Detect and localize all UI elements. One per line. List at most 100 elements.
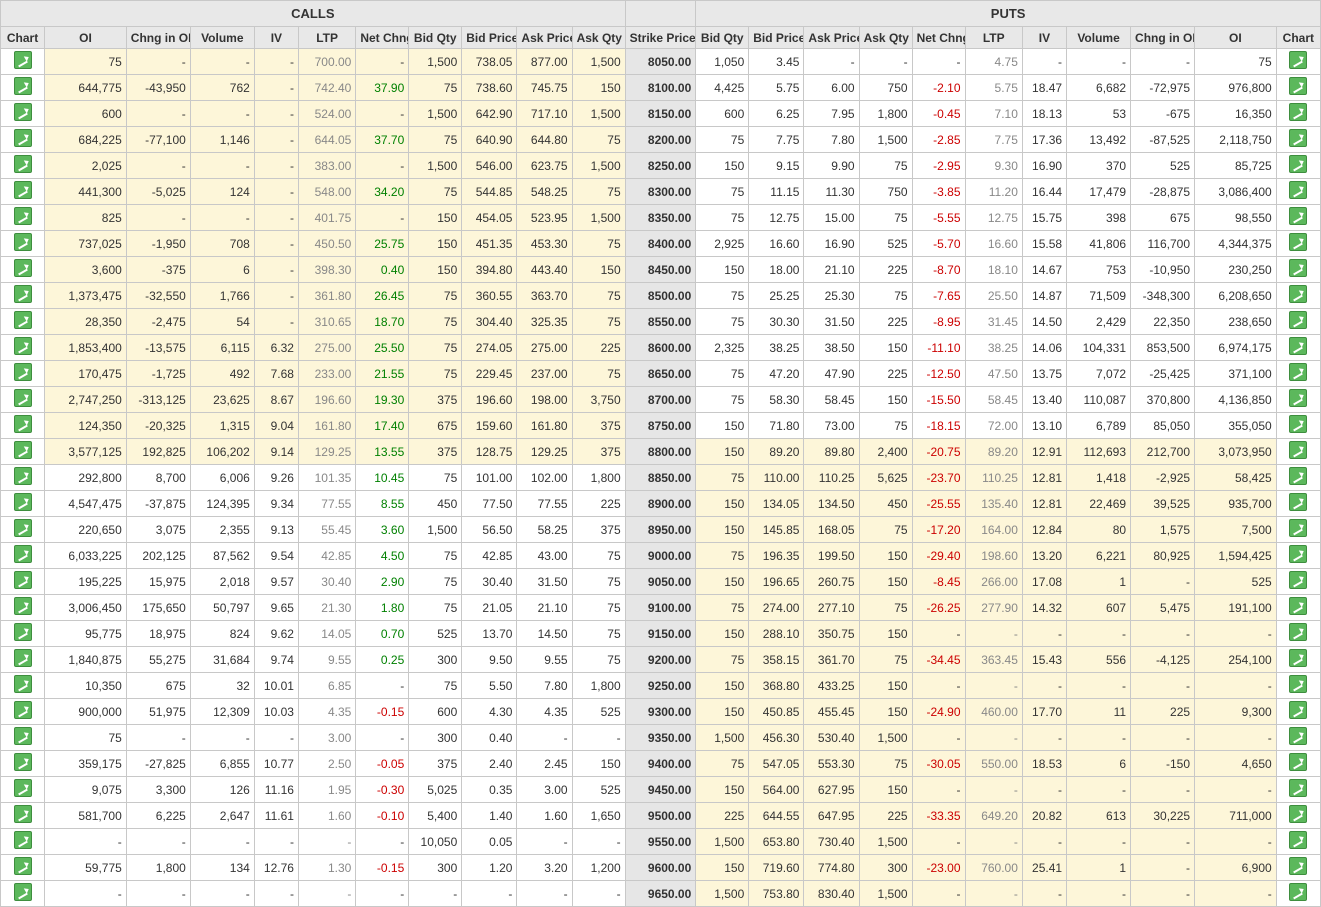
chart-cell[interactable] [1, 855, 45, 881]
col-header: OI [1195, 27, 1277, 49]
chart-cell[interactable] [1, 569, 45, 595]
chart-cell[interactable] [1, 283, 45, 309]
chart-icon [14, 727, 32, 745]
chart-cell[interactable] [1276, 881, 1320, 907]
cell: 260.75 [804, 569, 859, 595]
cell: 550.00 [965, 751, 1022, 777]
chart-cell[interactable] [1276, 309, 1320, 335]
chart-cell[interactable] [1276, 595, 1320, 621]
cell: 2,747,250 [45, 387, 127, 413]
cell: 443.40 [517, 257, 572, 283]
chart-cell[interactable] [1, 543, 45, 569]
cell: 59,775 [45, 855, 127, 881]
chart-cell[interactable] [1, 595, 45, 621]
chart-cell[interactable] [1276, 647, 1320, 673]
chart-cell[interactable] [1276, 517, 1320, 543]
cell: - [1067, 621, 1131, 647]
chart-cell[interactable] [1276, 699, 1320, 725]
cell: 2,118,750 [1195, 127, 1277, 153]
cell: - [190, 49, 254, 75]
cell: 877.00 [517, 49, 572, 75]
chart-cell[interactable] [1, 127, 45, 153]
cell: 10.77 [254, 751, 298, 777]
chart-cell[interactable] [1276, 257, 1320, 283]
chart-cell[interactable] [1276, 361, 1320, 387]
cell: 292,800 [45, 465, 127, 491]
cell: 524.00 [298, 101, 355, 127]
chart-cell[interactable] [1, 751, 45, 777]
chart-cell[interactable] [1276, 335, 1320, 361]
chart-cell[interactable] [1, 647, 45, 673]
chart-cell[interactable] [1276, 75, 1320, 101]
cell: 525 [1195, 569, 1277, 595]
chart-cell[interactable] [1, 153, 45, 179]
chart-cell[interactable] [1276, 725, 1320, 751]
chart-cell[interactable] [1, 49, 45, 75]
chart-cell[interactable] [1, 777, 45, 803]
chart-cell[interactable] [1, 75, 45, 101]
chart-cell[interactable] [1, 309, 45, 335]
chart-cell[interactable] [1276, 179, 1320, 205]
chart-cell[interactable] [1, 101, 45, 127]
cell: 12.75 [965, 205, 1022, 231]
chart-cell[interactable] [1276, 777, 1320, 803]
chart-cell[interactable] [1276, 439, 1320, 465]
chart-cell[interactable] [1, 335, 45, 361]
cell: 644.80 [517, 127, 572, 153]
strike-cell: 9250.00 [625, 673, 696, 699]
chart-cell[interactable] [1, 881, 45, 907]
chart-cell[interactable] [1, 673, 45, 699]
cell: 753 [1067, 257, 1131, 283]
chart-cell[interactable] [1, 803, 45, 829]
chart-icon [1289, 311, 1307, 329]
chart-cell[interactable] [1276, 621, 1320, 647]
cell: 375 [572, 517, 625, 543]
chart-cell[interactable] [1276, 205, 1320, 231]
cell: 613 [1067, 803, 1131, 829]
chart-cell[interactable] [1276, 231, 1320, 257]
chart-cell[interactable] [1276, 543, 1320, 569]
chart-icon [1289, 389, 1307, 407]
chart-cell[interactable] [1276, 751, 1320, 777]
chart-cell[interactable] [1276, 491, 1320, 517]
chart-cell[interactable] [1, 725, 45, 751]
cell: 75 [572, 283, 625, 309]
chart-cell[interactable] [1, 439, 45, 465]
chart-icon [14, 311, 32, 329]
chart-cell[interactable] [1, 231, 45, 257]
chart-cell[interactable] [1276, 465, 1320, 491]
strike-cell: 8500.00 [625, 283, 696, 309]
chart-cell[interactable] [1, 491, 45, 517]
chart-cell[interactable] [1, 517, 45, 543]
cell: 1,500 [572, 101, 625, 127]
chart-cell[interactable] [1276, 387, 1320, 413]
chart-cell[interactable] [1, 205, 45, 231]
chart-cell[interactable] [1, 179, 45, 205]
chart-cell[interactable] [1276, 803, 1320, 829]
chart-cell[interactable] [1, 465, 45, 491]
chart-cell[interactable] [1, 387, 45, 413]
strike-cell: 9650.00 [625, 881, 696, 907]
chart-cell[interactable] [1, 361, 45, 387]
chart-cell[interactable] [1276, 829, 1320, 855]
chart-cell[interactable] [1276, 153, 1320, 179]
chart-cell[interactable] [1276, 673, 1320, 699]
chart-cell[interactable] [1276, 127, 1320, 153]
chart-cell[interactable] [1276, 49, 1320, 75]
chart-cell[interactable] [1276, 413, 1320, 439]
chart-icon [1289, 597, 1307, 615]
cell: 623.75 [517, 153, 572, 179]
cell: 225 [1131, 699, 1195, 725]
chart-cell[interactable] [1, 257, 45, 283]
chart-cell[interactable] [1276, 101, 1320, 127]
cell: 9.65 [254, 595, 298, 621]
chart-cell[interactable] [1276, 283, 1320, 309]
chart-cell[interactable] [1, 413, 45, 439]
option-row: 75---3.00-3000.40--9350.001,500456.30530… [1, 725, 1321, 751]
chart-cell[interactable] [1, 621, 45, 647]
chart-cell[interactable] [1276, 855, 1320, 881]
chart-cell[interactable] [1, 699, 45, 725]
chart-cell[interactable] [1276, 569, 1320, 595]
chart-cell[interactable] [1, 829, 45, 855]
cell: 401.75 [298, 205, 355, 231]
